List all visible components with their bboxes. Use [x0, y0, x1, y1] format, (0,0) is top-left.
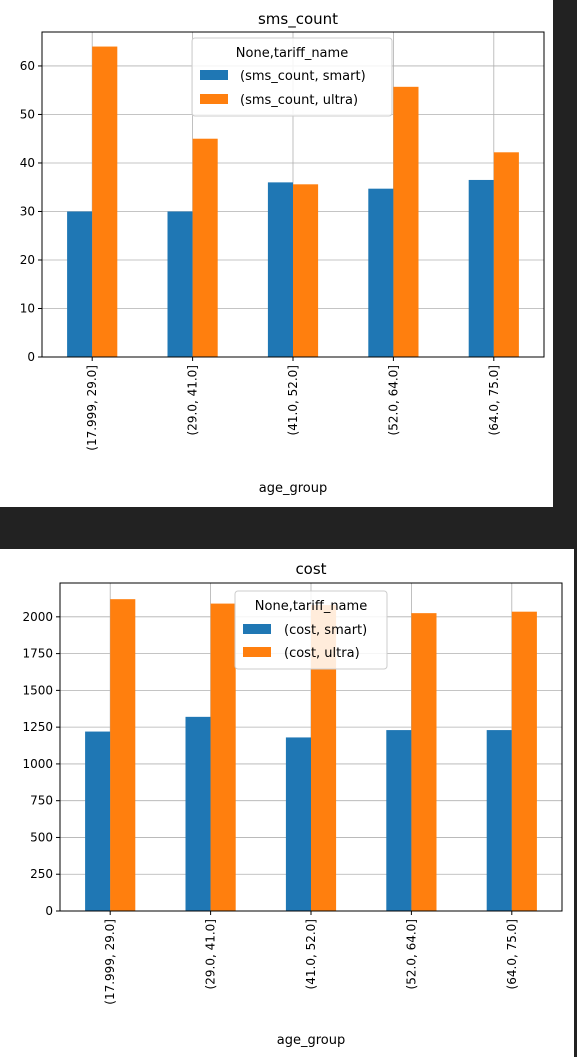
x-tick-label: (41.0, 52.0]: [304, 919, 318, 989]
x-tick-label: (29.0, 41.0]: [186, 365, 200, 435]
cost-chart: cost 0 250 500 750 1000 1250 1500 1750 2000 (17.9…: [22, 560, 563, 1048]
y-tick-label: 1750: [22, 647, 53, 661]
legend-frame: [234, 590, 388, 670]
bar-smart: [486, 730, 512, 911]
sms-count-chart-panel: sms_count 0 10 20 30 40 50 60 (17.999, 29.0] (29…: [0, 0, 553, 507]
y-tick-label: 1250: [22, 720, 53, 734]
bar-smart: [185, 716, 211, 911]
legend-title: None,tariff_name: [236, 46, 348, 61]
y-tick-label: 1500: [22, 683, 53, 697]
chart-title: cost: [295, 560, 326, 578]
legend-label-smart: (cost, smart): [284, 623, 367, 638]
bar-ultra: [411, 613, 437, 911]
bar-smart: [285, 737, 311, 911]
x-tick-label: (52.0, 64.0]: [404, 919, 418, 989]
bar-ultra: [92, 46, 118, 357]
x-tick-label: (64.0, 75.0]: [505, 919, 519, 989]
legend-title: None,tariff_name: [255, 599, 367, 614]
legend-label-ultra: (cost, ultra): [284, 646, 360, 661]
legend-swatch-smart: [200, 70, 228, 80]
bar-ultra: [493, 152, 519, 357]
y-tick-label: 0: [45, 904, 53, 918]
legend-label-ultra: (sms_count, ultra): [240, 93, 358, 108]
bar-ultra: [511, 611, 537, 911]
bar-smart: [267, 182, 293, 357]
x-axis-label: age_group: [259, 481, 327, 496]
legend-swatch-ultra: [200, 94, 228, 104]
y-tick-label: 250: [30, 867, 53, 881]
x-tick-label: (52.0, 64.0]: [386, 365, 400, 435]
y-tick-label: 20: [20, 253, 35, 267]
bar-ultra: [192, 138, 218, 357]
x-tick-label: (17.999, 29.0]: [85, 365, 99, 451]
legend: None,tariff_name (sms_count, smart) (sms…: [191, 37, 393, 117]
legend-swatch-ultra: [243, 647, 271, 657]
bar-smart: [386, 730, 412, 911]
bar-smart: [368, 188, 394, 357]
y-tick-label: 50: [20, 107, 35, 121]
y-tick-label: 500: [30, 830, 53, 844]
x-tick-label: (29.0, 41.0]: [204, 919, 218, 989]
legend: None,tariff_name (cost, smart) (cost, ul…: [234, 590, 388, 670]
y-tick-label: 10: [20, 301, 35, 315]
bar-ultra: [110, 599, 136, 911]
bar-smart: [468, 179, 494, 357]
chart-title: sms_count: [258, 10, 338, 29]
y-tick-label: 30: [20, 204, 35, 218]
bar-smart: [67, 211, 93, 357]
y-tick-label: 60: [20, 59, 35, 73]
bar-ultra: [210, 603, 236, 911]
y-tick-label: 1000: [22, 757, 53, 771]
y-tick-label: 40: [20, 156, 35, 170]
legend-swatch-smart: [243, 624, 271, 634]
x-tick-label: (17.999, 29.0]: [103, 919, 117, 1005]
legend-frame: [191, 37, 393, 117]
x-tick-label: (64.0, 75.0]: [487, 365, 501, 435]
x-tick-label: (41.0, 52.0]: [286, 365, 300, 435]
cost-chart-panel: cost 0 250 500 750 1000 1250 1500 1750 2000 (17.9…: [0, 549, 574, 1057]
bar-smart: [167, 211, 193, 357]
y-tick-label: 750: [30, 794, 53, 808]
y-tick-label: 2000: [22, 610, 53, 624]
bar-ultra: [293, 184, 319, 357]
y-tick-label: 0: [27, 350, 35, 364]
legend-label-smart: (sms_count, smart): [240, 69, 366, 84]
bar-smart: [85, 731, 111, 911]
sms-count-chart: sms_count 0 10 20 30 40 50 60 (17.999, 29.0] (29…: [20, 10, 545, 496]
bar-ultra: [393, 86, 419, 358]
x-axis-label: age_group: [277, 1033, 345, 1048]
